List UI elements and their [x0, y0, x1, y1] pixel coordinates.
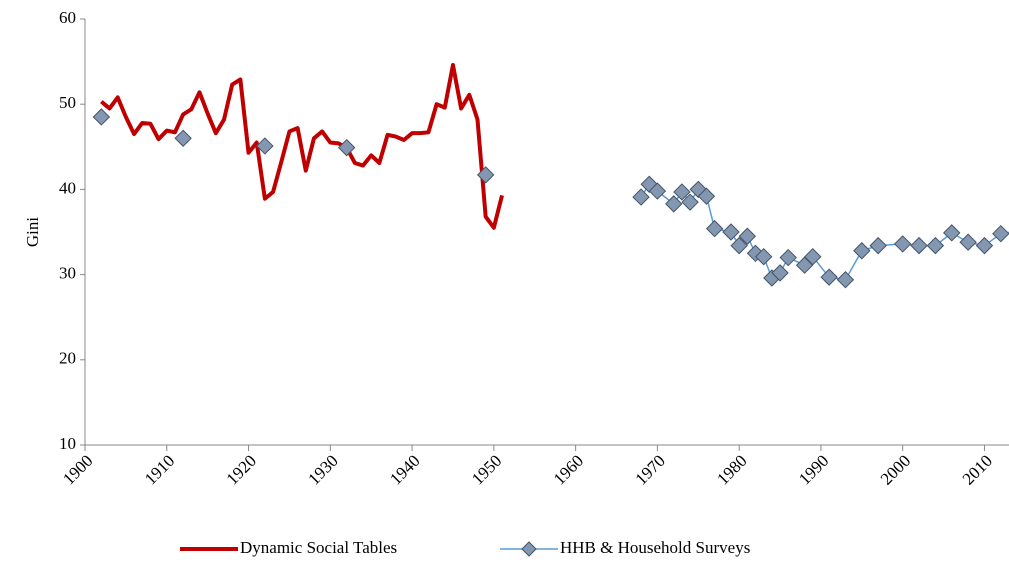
y-axis-label: Gini	[23, 217, 42, 248]
x-tick-label: 1910	[141, 451, 178, 488]
x-tick-label: 1980	[713, 451, 750, 488]
y-tick-label: 60	[59, 8, 76, 27]
x-tick-label: 2000	[877, 451, 914, 488]
data-point	[632, 188, 650, 206]
data-point	[174, 129, 192, 147]
x-tick-label: 1930	[304, 451, 341, 488]
x-tick-label: 2010	[959, 451, 996, 488]
data-point	[910, 236, 928, 255]
x-tick-label: 1990	[795, 451, 832, 488]
data-point	[926, 236, 945, 255]
data-point	[705, 219, 724, 238]
data-point	[992, 224, 1009, 243]
data-point	[673, 183, 691, 201]
data-point	[869, 236, 887, 255]
data-point	[820, 268, 838, 286]
data-point	[771, 264, 789, 282]
data-point	[256, 137, 274, 155]
data-point	[722, 223, 740, 241]
data-point	[893, 235, 912, 253]
data-point	[943, 224, 961, 242]
data-point	[779, 248, 797, 267]
data-point	[648, 182, 667, 200]
series-line	[100, 63, 504, 230]
x-tick-label: 1940	[386, 451, 423, 488]
y-tick-label: 20	[59, 349, 76, 368]
x-tick-label: 1950	[468, 451, 505, 488]
data-point	[836, 271, 855, 289]
legend-label: Dynamic Social Tables	[240, 538, 397, 557]
data-point	[476, 166, 495, 184]
data-point	[959, 233, 977, 251]
x-tick-label: 1920	[223, 451, 260, 488]
y-tick-label: 30	[59, 264, 76, 283]
data-point	[853, 242, 871, 260]
data-point	[665, 195, 683, 213]
data-point	[975, 236, 994, 255]
x-tick-label: 1900	[59, 451, 96, 488]
data-point	[697, 187, 716, 205]
y-tick-label: 50	[59, 93, 76, 112]
data-point	[730, 236, 748, 255]
x-tick-label: 1960	[550, 451, 587, 488]
legend-label: HHB & Household Surveys	[560, 538, 750, 557]
y-tick-label: 10	[59, 434, 76, 453]
data-point	[92, 108, 111, 126]
plot-area	[92, 63, 1009, 289]
data-point	[804, 248, 822, 266]
y-tick-label: 40	[59, 178, 76, 197]
data-point	[738, 227, 757, 245]
legend-marker	[521, 541, 537, 557]
data-point	[681, 193, 699, 211]
data-point	[337, 138, 356, 157]
x-tick-label: 1970	[632, 451, 669, 488]
data-point	[754, 248, 773, 266]
